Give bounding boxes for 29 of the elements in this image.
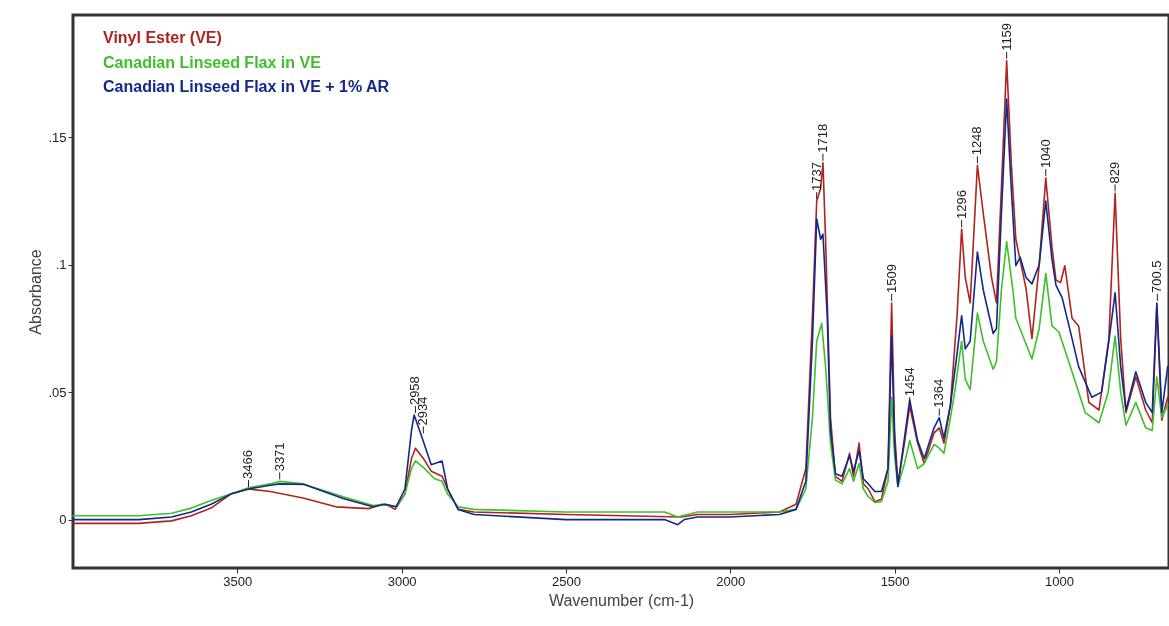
line-series xyxy=(72,241,1169,518)
text: Vinyl Ester (VE) xyxy=(103,29,222,46)
x-tick-label: 3500 xyxy=(223,573,253,589)
annotation: 1296 xyxy=(953,190,969,220)
x-tick-label: 2500 xyxy=(551,573,581,589)
y-tick-label: .15 xyxy=(48,129,67,145)
annotation: 1718 xyxy=(814,123,830,153)
y-tick-label: .05 xyxy=(48,384,67,400)
annotation: 1159 xyxy=(998,22,1014,51)
x-tick-label: 1000 xyxy=(1044,573,1074,589)
y-tick-label: .1 xyxy=(55,257,67,273)
annotation: 1509 xyxy=(883,264,899,293)
annotation: 1040 xyxy=(1037,139,1053,169)
x-tick-label: 3000 xyxy=(387,573,417,589)
annotation: 3466 xyxy=(240,450,256,479)
text: Canadian Linseed Flax in VE + 1% AR xyxy=(103,78,390,95)
x-tick-label: 2000 xyxy=(716,573,746,589)
y-axis-title: Absorbance xyxy=(27,249,45,335)
annotation: 1248 xyxy=(969,126,985,156)
annotation: 700.5 xyxy=(1149,260,1165,293)
annotation: 829 xyxy=(1107,161,1123,184)
annotation: 1454 xyxy=(901,367,917,397)
x-axis-title: Wavenumber (cm-1) xyxy=(548,591,695,609)
y-tick-label: 0 xyxy=(59,512,67,528)
x-tick-label: 1500 xyxy=(880,573,910,589)
annotation: 1737 xyxy=(808,162,824,192)
annotation: 1364 xyxy=(931,378,947,408)
annotation: 3371 xyxy=(271,442,287,472)
text: Canadian Linseed Flax in VE xyxy=(103,53,322,71)
